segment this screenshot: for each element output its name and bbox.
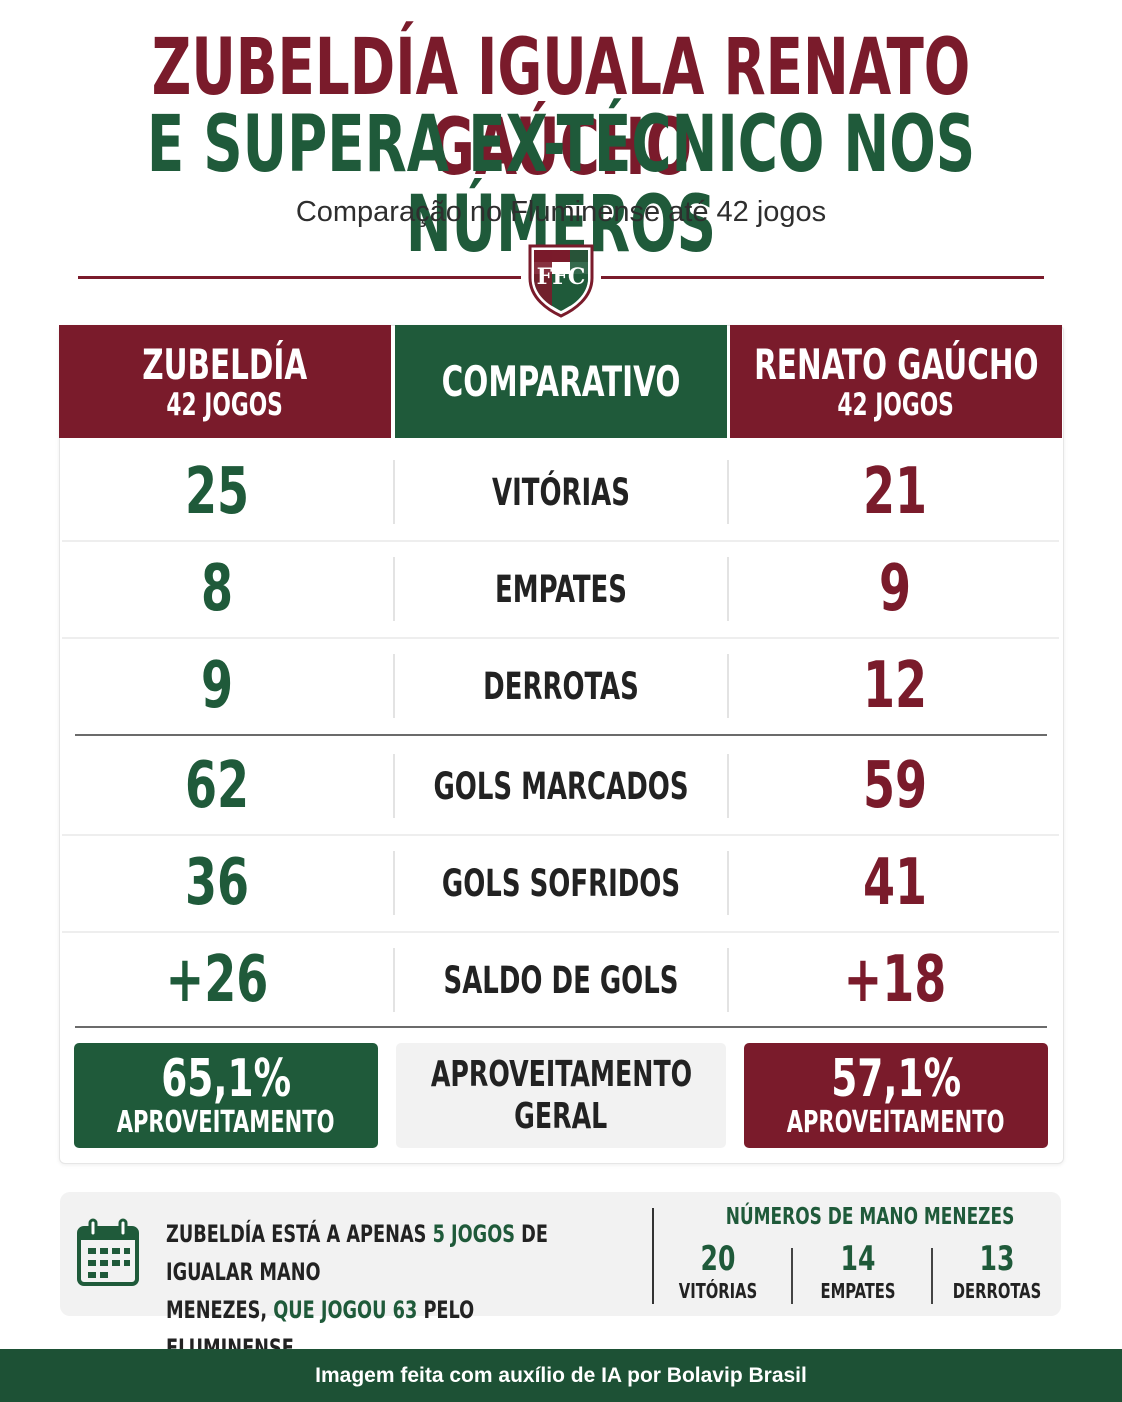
column-games-left: 42 JOGOS [166, 386, 284, 423]
title-line-1: ZUBELDÍA IGUALA RENATO GAÚCHO [151, 23, 971, 193]
stat-left-value: 8 [200, 552, 234, 626]
aproveitamento-left-value: 65,1% [161, 1048, 291, 1109]
aproveitamento-right-box: 57,1% APROVEITAMENTO [744, 1043, 1048, 1148]
column-separator [393, 851, 395, 915]
column-separator [727, 948, 729, 1012]
stat-row-empates: 8 EMPATES 9 [62, 541, 1059, 637]
column-header-comparativo: COMPARATIVO [395, 325, 727, 438]
stat-label: EMPATES [495, 567, 627, 611]
stat-row-vitorias: 25 VITÓRIAS 21 [62, 444, 1059, 540]
column-separator [727, 557, 729, 621]
row-divider [62, 540, 1059, 542]
stat-right-value: 59 [862, 749, 928, 823]
aproveitamento-left-box: 65,1% APROVEITAMENTO [74, 1043, 378, 1148]
aproveitamento-middle-line1: APROVEITAMENTO [430, 1053, 692, 1095]
footer-credit: Imagem feita com auxílio de IA por Bolav… [0, 1349, 1122, 1402]
row-divider [62, 637, 1059, 639]
stat-right-value: 12 [862, 649, 928, 723]
stat-row-gols-marcados: 62 GOLS MARCADOS 59 [62, 738, 1059, 834]
stat-label: GOLS SOFRIDOS [441, 861, 681, 905]
info-line-1: ZUBELDÍA ESTÁ A APENAS 5 JOGOS DE IGUALA… [166, 1215, 551, 1291]
column-separator [393, 460, 395, 524]
stat-left-value: 62 [184, 749, 250, 823]
column-name-middle: COMPARATIVO [441, 356, 681, 406]
column-header-zubeldia: ZUBELDÍA 42 JOGOS [59, 325, 391, 438]
column-separator [393, 948, 395, 1012]
row-divider [62, 834, 1059, 836]
stat-left-value: 9 [200, 649, 234, 723]
mano-stat-derrotas: 13 DERROTAS [927, 1240, 1067, 1304]
row-divider [62, 931, 1059, 933]
aproveitamento-middle-box: APROVEITAMENTO GERAL [396, 1043, 726, 1148]
info-games-count: QUE JOGOU 63 [273, 1296, 418, 1324]
column-separator [727, 754, 729, 818]
mano-stat-label: EMPATES [820, 1279, 896, 1303]
stat-left-value: +26 [165, 943, 269, 1017]
column-separator [727, 654, 729, 718]
info-divider [652, 1208, 654, 1304]
stat-left-value: 36 [184, 846, 250, 920]
mano-stat-vitorias: 20 VITÓRIAS [648, 1240, 788, 1304]
column-name-left: ZUBELDÍA [142, 339, 308, 389]
column-separator [393, 654, 395, 718]
stat-right-value: 41 [862, 846, 928, 920]
stat-label: SALDO DE GOLS [443, 958, 679, 1002]
stat-row-derrotas: 9 DERROTAS 12 [62, 638, 1059, 734]
stat-row-saldo-de-gols: +26 SALDO DE GOLS +18 [62, 932, 1059, 1028]
title-line-2: E SUPERA EX-TÉCNICO NOS NÚMEROS [146, 100, 976, 270]
mano-separator [791, 1248, 793, 1304]
aproveitamento-right-value: 57,1% [831, 1048, 961, 1109]
stat-label: GOLS MARCADOS [433, 764, 689, 808]
info-text-part: MENEZES, [166, 1296, 274, 1324]
crest-letters: FFC [537, 264, 586, 290]
mano-separator [931, 1248, 933, 1304]
calendar-icon [77, 1218, 139, 1286]
comparison-card [59, 325, 1064, 1164]
mano-menezes-title: NÚMEROS DE MANO MENEZES [725, 1204, 1015, 1230]
mano-stat-label: DERROTAS [952, 1279, 1042, 1303]
mano-stat-label: VITÓRIAS [678, 1279, 758, 1303]
mano-stat-value: 14 [840, 1239, 876, 1279]
info-text: ZUBELDÍA ESTÁ A APENAS 5 JOGOS DE IGUALA… [166, 1215, 551, 1367]
column-separator [393, 754, 395, 818]
divider-left [78, 276, 521, 279]
subtitle: Comparação no Fluminense até 42 jogos [295, 196, 827, 228]
aproveitamento-right-label: APROVEITAMENTO [787, 1104, 1005, 1140]
info-text-part: DE IGUALAR MANO [166, 1220, 548, 1286]
stat-row-gols-sofridos: 36 GOLS SOFRIDOS 41 [62, 835, 1059, 931]
column-games-right: 42 JOGOS [837, 386, 955, 423]
stat-right-value: +18 [843, 943, 947, 1017]
aproveitamento-middle-line2: GERAL [514, 1095, 608, 1137]
column-separator [727, 460, 729, 524]
stat-label: DERROTAS [483, 664, 639, 708]
column-separator [393, 557, 395, 621]
stat-right-value: 21 [862, 455, 928, 529]
column-separator [727, 851, 729, 915]
info-text-part: ZUBELDÍA ESTÁ A APENAS [166, 1220, 433, 1248]
fluminense-crest-icon: FFC [528, 244, 594, 318]
stat-label: VITÓRIAS [492, 470, 630, 514]
aproveitamento-left-label: APROVEITAMENTO [117, 1104, 335, 1140]
divider-right [601, 276, 1044, 279]
section-divider [75, 734, 1047, 736]
column-name-right: RENATO GAÚCHO [753, 339, 1039, 389]
section-divider [75, 1026, 1047, 1028]
mano-stat-value: 13 [979, 1239, 1015, 1279]
info-highlight: 5 JOGOS [432, 1220, 516, 1248]
info-panel [60, 1192, 1061, 1316]
mano-stat-value: 20 [700, 1239, 736, 1279]
column-header-renato: RENATO GAÚCHO 42 JOGOS [730, 325, 1062, 438]
stat-left-value: 25 [184, 455, 250, 529]
stat-right-value: 9 [878, 552, 912, 626]
mano-stat-empates: 14 EMPATES [788, 1240, 928, 1304]
